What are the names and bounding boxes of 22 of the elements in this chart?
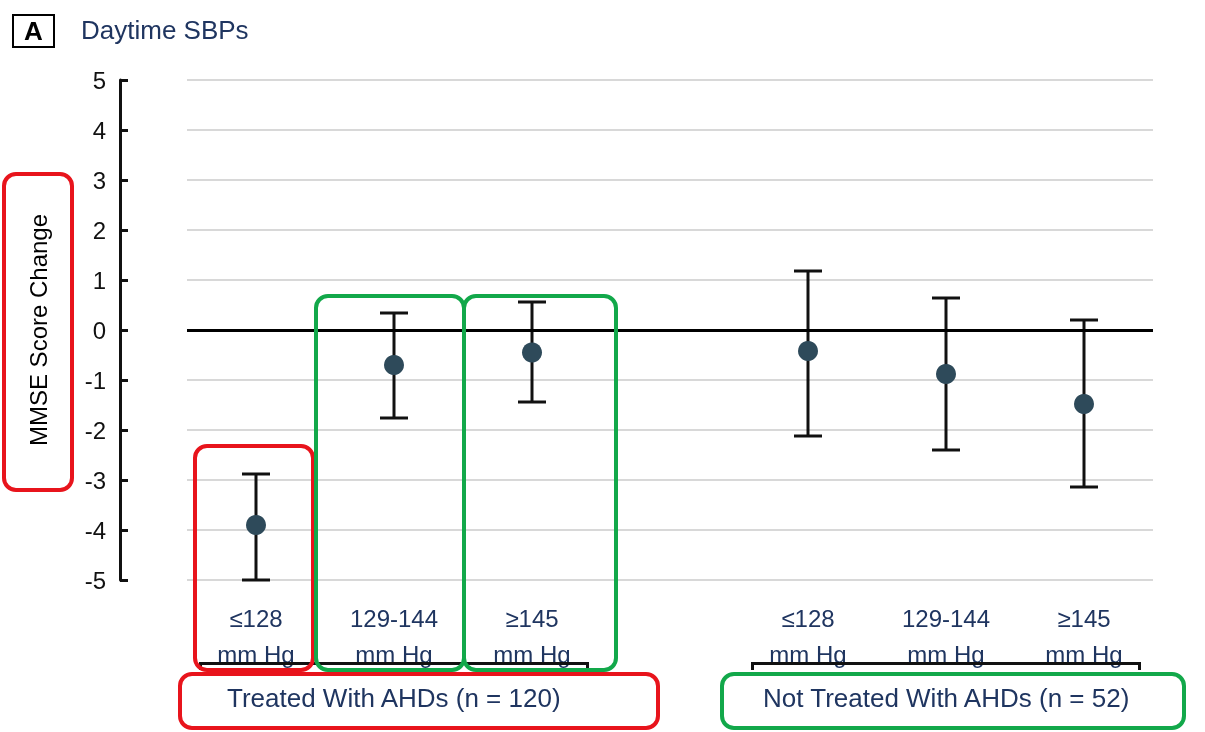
y-tick-label: 4 xyxy=(92,116,106,144)
y-tick-label: 5 xyxy=(92,66,106,94)
y-tick-label: 2 xyxy=(92,216,106,244)
point xyxy=(384,355,404,375)
point xyxy=(936,364,956,384)
y-tick-label: -1 xyxy=(84,366,106,394)
y-tick-label: -2 xyxy=(84,416,106,444)
text: Treated With AHDs (n = 120) xyxy=(227,683,561,714)
y-tick-label: 3 xyxy=(92,166,106,194)
text: A xyxy=(12,14,55,48)
point xyxy=(1074,394,1094,414)
y-tick-label: -3 xyxy=(84,466,106,494)
y-tick-label: 1 xyxy=(92,266,106,294)
point xyxy=(246,515,266,535)
y-tick-label: 0 xyxy=(92,316,106,344)
y-axis-title: MMSE Score Change xyxy=(24,213,52,447)
point xyxy=(798,341,818,361)
point xyxy=(522,342,542,363)
y-tick-label: -4 xyxy=(84,516,106,544)
text: Not Treated With AHDs (n = 52) xyxy=(763,683,1130,714)
chart-title: Daytime SBPs xyxy=(81,15,249,45)
y-tick-label: -5 xyxy=(84,566,106,594)
